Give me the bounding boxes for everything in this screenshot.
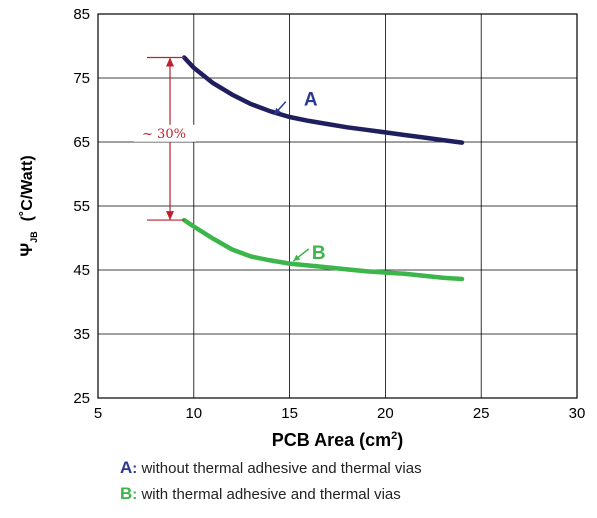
x-tick-label: 25 [473, 405, 490, 422]
series-group: AB [181, 55, 465, 282]
y-tick-label: 65 [73, 134, 90, 151]
x-tick-label: 20 [377, 405, 394, 422]
x-tick-label: 5 [94, 405, 102, 422]
x-axis-title-end: ) [397, 430, 403, 450]
axis-ticks: 5 10 15 20 25 30 25 35 45 55 65 75 85 [73, 6, 585, 422]
y-tick-label: 85 [73, 6, 90, 23]
legend-colon-b: : [132, 486, 138, 503]
legend-text-b: with thermal adhesive and thermal vias [141, 486, 401, 503]
x-axis-title-sup: 2 [391, 430, 397, 442]
annotation-arrow-down [166, 211, 174, 221]
x-tick-label: 10 [185, 405, 202, 422]
x-tick-label: 30 [569, 405, 586, 422]
series-label-a: A [304, 90, 318, 111]
y-axis-title-sub: JB [29, 231, 39, 243]
y-tick-label: 45 [73, 262, 90, 279]
x-axis-title: PCB Area (cm2) [272, 430, 404, 450]
legend-item-b: B: with thermal adhesive and thermal via… [120, 484, 401, 504]
y-axis-title-symbol: Ψ [17, 243, 36, 257]
legend-colon-a: : [132, 460, 138, 477]
annotation-label-bg [134, 124, 196, 142]
series-pointer-head-b [293, 254, 301, 262]
legend-text-a: without thermal adhesive and thermal via… [141, 460, 422, 477]
annotation-label: ~ 30% [142, 127, 186, 142]
annotation-arrow-up [166, 57, 174, 67]
legend-key-b: B [120, 484, 133, 503]
y-tick-label: 75 [73, 70, 90, 87]
annotation-group: ~ 30% [134, 56, 196, 221]
y-tick-label: 25 [73, 390, 90, 407]
legend-item-a: A: without thermal adhesive and thermal … [120, 458, 422, 478]
legend-key-a: A [120, 458, 133, 477]
plot-frame [97, 13, 578, 399]
series-label-b: B [312, 243, 326, 264]
y-tick-label: 55 [73, 198, 90, 215]
y-tick-label: 35 [73, 326, 90, 343]
x-tick-label: 15 [281, 405, 298, 422]
series-line-b [181, 217, 465, 282]
y-axis-title-units: (˚C/Watt) [19, 155, 36, 221]
x-axis-title-main: PCB Area (cm [272, 430, 391, 450]
series-pointer-head-a [274, 107, 281, 115]
y-axis-title: ΨJB (˚C/Watt) [17, 155, 39, 256]
series-line-a [181, 55, 465, 145]
